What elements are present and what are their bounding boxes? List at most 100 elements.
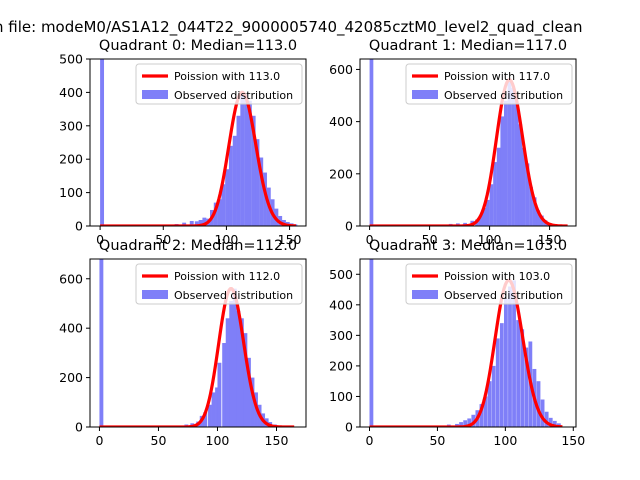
- x-tick-label: 50: [151, 433, 167, 448]
- histogram-bar: [244, 94, 249, 226]
- histogram-bar: [255, 139, 260, 226]
- histogram-bar: [194, 221, 199, 226]
- legend-label-observed: Observed distribution: [174, 289, 293, 302]
- histogram-bar: [524, 347, 529, 427]
- axes-frame: [359, 258, 577, 428]
- histogram-bar: [459, 422, 463, 427]
- plot-area: [99, 59, 298, 226]
- histogram-bar: [482, 207, 487, 226]
- y-tick-label: 400: [59, 321, 83, 336]
- histogram-bar: [369, 259, 374, 427]
- histogram-bar: [508, 286, 512, 427]
- y-tick-label: 300: [329, 328, 353, 343]
- x-tick-label: 100: [214, 232, 238, 247]
- histogram-bar: [499, 323, 504, 427]
- y-tick-label: 200: [329, 358, 353, 373]
- y-tick-label: 200: [329, 166, 353, 181]
- x-tick-label: 100: [478, 232, 502, 247]
- histogram-bar: [507, 79, 512, 226]
- histogram-bar: [240, 92, 245, 226]
- y-tick-label: 0: [345, 420, 353, 435]
- histogram-bar: [467, 418, 472, 427]
- histogram-bar: [246, 357, 251, 427]
- plot-area: [99, 259, 295, 427]
- subplot-title: Quadrant 0: Median=113.0: [99, 38, 297, 54]
- histogram-bar: [487, 381, 492, 427]
- subplot-title: Quadrant 3: Median=103.0: [369, 238, 567, 254]
- x-tick-label: 0: [366, 232, 374, 247]
- histogram-bar: [504, 298, 508, 427]
- histogram-bar: [479, 404, 484, 427]
- histogram-bar: [236, 115, 241, 226]
- histogram-bar: [228, 145, 233, 226]
- poisson-curve: [369, 78, 568, 226]
- histogram-bar: [189, 220, 194, 226]
- legend: Poission with 113.0 Observed distribution: [135, 63, 303, 105]
- x-tick-label: 150: [561, 433, 585, 448]
- histogram-bar: [516, 320, 521, 427]
- histogram-bar: [202, 217, 207, 226]
- y-tick-label: 400: [329, 114, 353, 129]
- legend-label-observed: Observed distribution: [174, 89, 293, 102]
- histogram-bar: [529, 186, 533, 226]
- subplot-quadrant-1: 0 50 100 150 0 200 400 600 Quadrant 1: Median=11…: [329, 38, 577, 247]
- y-tick-label: 400: [329, 297, 353, 312]
- legend-bar-swatch: [412, 90, 438, 99]
- x-tick-label: 0: [95, 433, 103, 448]
- y-tick-label: 600: [329, 62, 353, 77]
- plot-area: [369, 259, 563, 427]
- x-tick-label: 150: [278, 232, 302, 247]
- histogram-bar: [221, 184, 226, 226]
- histogram-bar: [514, 100, 519, 226]
- histogram-bar: [100, 59, 105, 226]
- histogram-bar: [532, 197, 537, 226]
- legend-box: [405, 63, 573, 105]
- subplot-title: Quadrant 2: Median=112.0: [99, 238, 297, 254]
- histogram-bar: [540, 215, 544, 226]
- histogram-bar: [229, 301, 234, 427]
- legend-label-poisson: Poission with 113.0: [174, 70, 280, 83]
- histogram-bar: [552, 420, 557, 427]
- histogram-bar: [225, 169, 230, 226]
- legend: Poission with 112.0 Observed distribution: [135, 263, 303, 305]
- axes-frame: [89, 58, 307, 227]
- y-tick-label: 100: [59, 185, 83, 200]
- legend-box: [135, 263, 303, 305]
- legend: Poission with 117.0 Observed distribution: [405, 63, 573, 105]
- legend-bar-swatch: [142, 290, 168, 299]
- poisson-curve: [369, 278, 563, 427]
- histogram-bar: [512, 280, 516, 427]
- subplot-quadrant-0: 0 50 100 150 0 100 200 300 400 500 Quadrant 0: Med…: [59, 38, 307, 247]
- x-tick-label: 50: [155, 232, 171, 247]
- y-tick-label: 200: [59, 152, 83, 167]
- histogram-bar: [250, 377, 255, 427]
- x-tick-label: 150: [538, 232, 562, 247]
- y-tick-label: 0: [75, 420, 83, 435]
- histogram-bar: [232, 135, 237, 226]
- y-tick-label: 0: [75, 219, 83, 234]
- histogram-bar: [486, 199, 490, 226]
- histogram-bar: [182, 222, 187, 226]
- y-tick-label: 300: [59, 118, 83, 133]
- histogram-bar: [518, 124, 523, 226]
- subplot-title: Quadrant 1: Median=117.0: [369, 38, 567, 54]
- histogram-bar: [232, 288, 237, 427]
- histogram-bar: [213, 202, 218, 226]
- histogram-bar: [522, 147, 526, 226]
- legend-box: [135, 63, 303, 105]
- histogram-bar: [369, 59, 374, 226]
- legend: Poission with 103.0 Observed distribution: [405, 263, 573, 305]
- legend-label-poisson: Poission with 112.0: [174, 270, 280, 283]
- legend-label-observed: Observed distribution: [444, 289, 563, 302]
- x-tick-label: 50: [422, 232, 438, 247]
- subplot-quadrant-3: 0 50 100 150 0 100 200 300 400 500 Quadrant 3: Med…: [329, 238, 585, 448]
- legend-label-poisson: Poission with 103.0: [444, 270, 550, 283]
- histogram-bar: [544, 411, 549, 427]
- histogram-bar: [520, 329, 525, 427]
- histogram-bar: [548, 417, 553, 427]
- figure-supertitle: n file: modeM0/AS1A12_044T22_9000005740_…: [0, 18, 583, 37]
- histogram-bar: [225, 318, 230, 427]
- x-tick-label: 150: [265, 433, 289, 448]
- histogram-bar: [208, 404, 212, 427]
